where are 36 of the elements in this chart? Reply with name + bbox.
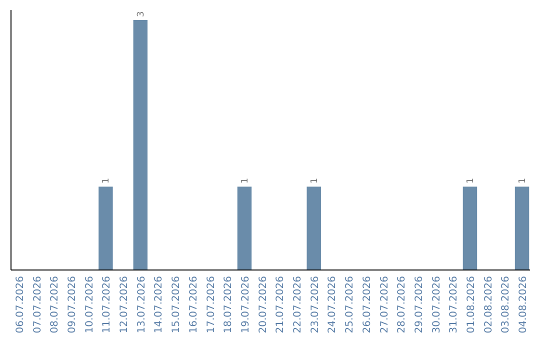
x-tick-label: 13.07.2026 bbox=[136, 276, 148, 334]
x-tick-label: 15.07.2026 bbox=[171, 276, 182, 334]
data-label: 1 bbox=[240, 178, 250, 184]
x-tick-label: 12.07.2026 bbox=[119, 276, 130, 334]
x-tick-label: 14.07.2026 bbox=[154, 276, 165, 334]
x-tick-label: 25.07.2026 bbox=[344, 276, 356, 334]
data-label: 3 bbox=[136, 11, 146, 17]
x-tick-label: 31.07.2026 bbox=[448, 276, 460, 334]
data-label: 1 bbox=[466, 178, 476, 184]
x-tick-label: 20.07.2026 bbox=[258, 276, 269, 334]
x-tick-label: 21.07.2026 bbox=[275, 276, 286, 334]
data-label: 1 bbox=[102, 178, 112, 184]
x-tick-label: 26.07.2026 bbox=[362, 276, 373, 334]
x-tick-label: 29.07.2026 bbox=[414, 276, 425, 334]
data-label: 1 bbox=[310, 178, 320, 184]
x-tick-label: 27.07.2026 bbox=[379, 276, 390, 334]
x-tick-label: 01.08.2026 bbox=[466, 276, 477, 334]
x-tick-label: 19.07.2026 bbox=[240, 276, 252, 334]
x-tick-label: 03.08.2026 bbox=[500, 276, 512, 334]
x-tick-label: 30.07.2026 bbox=[431, 276, 442, 334]
x-tick-label: 17.07.2026 bbox=[206, 276, 217, 334]
x-tick-label: 04.08.2026 bbox=[518, 276, 530, 334]
x-tick-label: 10.07.2026 bbox=[84, 276, 96, 334]
data-label: 1 bbox=[518, 178, 528, 184]
x-tick-label: 23.07.2026 bbox=[310, 276, 321, 334]
x-tick-label: 16.07.2026 bbox=[188, 276, 200, 334]
x-tick-label: 07.07.2026 bbox=[32, 276, 44, 334]
x-tick-label: 02.08.2026 bbox=[483, 276, 494, 334]
x-tick-label: 06.07.2026 bbox=[14, 276, 26, 334]
x-tick-label: 09.07.2026 bbox=[67, 276, 78, 334]
x-tick-label: 18.07.2026 bbox=[223, 276, 234, 334]
x-tick-label: 08.07.2026 bbox=[50, 276, 61, 334]
x-tick-label: 11.07.2026 bbox=[102, 276, 113, 334]
x-tick-label: 28.07.2026 bbox=[396, 276, 408, 334]
x-tick-label: 24.07.2026 bbox=[327, 276, 338, 334]
x-tick-label: 22.07.2026 bbox=[292, 276, 304, 334]
